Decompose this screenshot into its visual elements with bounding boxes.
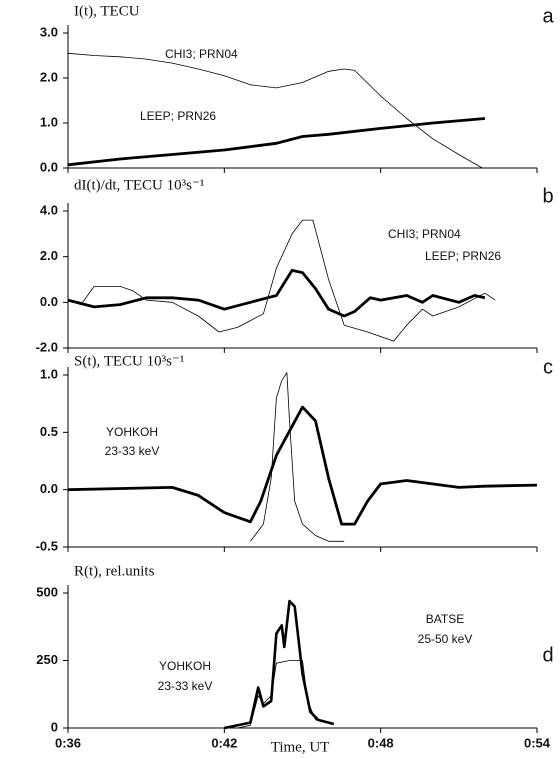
y-tick-label: 0.0 [40, 481, 58, 496]
panel-title: S(t), TECU 10³s⁻¹ [74, 353, 184, 369]
series-label: YOHKOH [159, 659, 211, 673]
panel-letter: b [542, 185, 553, 207]
y-tick-label: 0.0 [40, 294, 58, 309]
y-tick-label: 0.0 [40, 159, 58, 174]
series-label: CHI3; PRN04 [165, 47, 238, 61]
y-tick-label: 0.5 [40, 424, 58, 439]
panel-title: dI(t)/dt, TECU 10³s⁻¹ [74, 177, 204, 193]
series-label: YOHKOH [106, 425, 158, 439]
series-label: CHI3; PRN04 [388, 227, 461, 241]
panel-letter: d [542, 644, 553, 666]
y-tick-label: 250 [36, 652, 58, 667]
y-tick-label: 3.0 [40, 24, 58, 39]
annotation: 23-33 keV [105, 444, 160, 458]
x-tick-label: 0:36 [55, 735, 81, 750]
panel-title: R(t), rel.units [74, 563, 155, 579]
y-tick-label: 500 [36, 584, 58, 599]
series-line [237, 660, 329, 729]
annotation: 23-33 keV [158, 679, 213, 693]
series-line [67, 117, 486, 167]
series-line [224, 599, 335, 730]
series-line [67, 269, 486, 318]
panel-title: I(t), TECU [74, 3, 140, 19]
x-tick-label: 0:42 [211, 735, 237, 750]
y-tick-label: 0 [51, 719, 58, 734]
series-label: LEEP; PRN26 [140, 109, 216, 123]
y-tick-label: -0.5 [36, 538, 58, 553]
annotation: 25-50 keV [418, 632, 473, 646]
panel-letter: c [543, 356, 553, 378]
x-tick-label: 0:54 [524, 735, 551, 750]
y-tick-label: 4.0 [40, 202, 58, 217]
x-tick-label: 0:48 [368, 735, 394, 750]
panel-letter: a [542, 5, 554, 27]
series-line [67, 52, 483, 169]
y-tick-label: 1.0 [40, 366, 58, 381]
y-tick-label: 2.0 [40, 248, 58, 263]
series-line [67, 405, 538, 526]
series-line [250, 372, 345, 542]
series-line [67, 219, 496, 342]
series-label: BATSE [426, 612, 464, 626]
y-tick-label: 2.0 [40, 69, 58, 84]
series-label: LEEP; PRN26 [425, 249, 501, 263]
y-tick-label: 1.0 [40, 114, 58, 129]
y-tick-label: -2.0 [36, 339, 58, 354]
x-axis-label: Time, UT [271, 739, 330, 755]
